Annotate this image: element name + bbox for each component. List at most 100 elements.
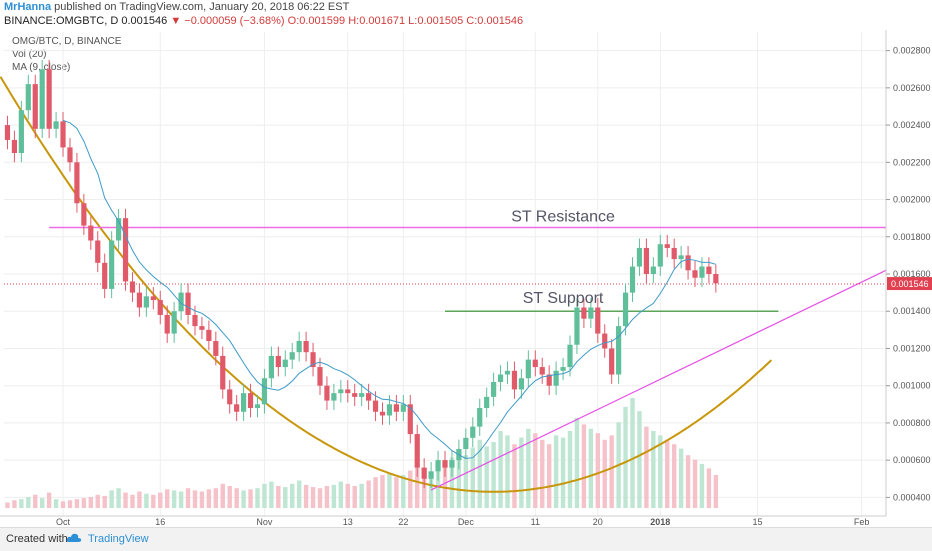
volume-bar	[81, 498, 87, 508]
volume-bar	[408, 470, 413, 508]
volume-bar	[491, 442, 496, 508]
y-tick-label: 0.000600	[893, 455, 931, 465]
volume-bar	[505, 435, 510, 508]
volume-bar	[581, 424, 587, 508]
candle-body	[206, 329, 212, 342]
volume-bar	[5, 502, 10, 508]
tradingview-brand-link[interactable]: TradingView	[88, 533, 149, 545]
candle-body	[115, 218, 122, 241]
resistance-label: ST Resistance	[511, 208, 615, 225]
volume-bar	[658, 435, 663, 508]
candle-body	[157, 300, 163, 315]
candle-body	[136, 292, 143, 308]
candle-body	[317, 367, 323, 386]
volume-bar	[33, 494, 38, 508]
volume-bar	[713, 475, 719, 508]
candle-body	[122, 218, 129, 282]
volume-bar	[588, 428, 594, 508]
candle-body	[171, 311, 177, 334]
candle-body	[67, 147, 73, 163]
volume-bar	[637, 411, 642, 508]
candle-body	[435, 460, 441, 472]
x-tick-label: Oct	[56, 517, 71, 527]
volume-bar	[102, 495, 107, 508]
candle-body	[650, 266, 656, 274]
publish-info: published on TradingView.com, January 20…	[54, 1, 350, 13]
y-tick-label: 0.001000	[893, 381, 931, 391]
candle-body	[657, 244, 663, 267]
volume-bar	[171, 490, 177, 508]
volume-bar	[165, 489, 170, 508]
volume-bar	[296, 480, 302, 508]
footer-bar: Created with TradingView	[0, 527, 932, 551]
candle-body	[525, 359, 531, 379]
volume-bar	[366, 480, 371, 508]
author-name[interactable]: MrHanna	[4, 1, 52, 13]
y-tick-label: 0.001200	[893, 343, 931, 353]
volume-bar	[26, 497, 31, 508]
volume-bar	[671, 444, 677, 508]
candle-body	[74, 162, 80, 204]
candle-body	[504, 370, 511, 375]
x-tick-label: 13	[343, 517, 353, 527]
y-tick-label: 0.000800	[893, 418, 931, 428]
y-tick-label: 0.001800	[893, 232, 931, 242]
legend-ma[interactable]: MA (9, close)	[12, 62, 71, 73]
volume-bar	[95, 494, 100, 508]
volume-bar	[428, 472, 434, 508]
candle-body	[407, 404, 413, 435]
candle-body	[602, 333, 608, 349]
volume-bar	[415, 464, 420, 508]
volume-bar	[67, 500, 73, 508]
candle-body	[470, 426, 476, 438]
candle-body	[303, 341, 309, 353]
volume-bar	[206, 489, 212, 508]
volume-bar	[74, 499, 80, 508]
candle-body	[46, 69, 52, 129]
candle-body	[129, 281, 136, 293]
publish-header: MrHanna published on TradingView.com, Ja…	[4, 1, 349, 13]
open-value: O:0.001599	[287, 15, 346, 27]
volume-bar	[324, 486, 330, 508]
candle-body	[81, 203, 87, 226]
volume-bar	[352, 486, 357, 508]
candle-body	[275, 355, 281, 368]
volume-bar	[449, 457, 455, 508]
y-tick-label: 0.002000	[893, 195, 931, 205]
volume-bar	[463, 455, 469, 508]
volume-bar	[12, 500, 17, 508]
cloud-icon	[66, 533, 82, 542]
candle-body	[393, 404, 399, 412]
support-label: ST Support	[523, 290, 604, 307]
high-value: H:0.001671	[348, 15, 406, 27]
candle-body	[352, 393, 358, 397]
candle-body	[310, 352, 316, 368]
volume-bar	[234, 488, 239, 508]
candle-body	[282, 359, 288, 368]
x-tick-label: Feb	[854, 517, 870, 527]
candle-body	[477, 408, 483, 427]
volume-bar	[484, 446, 489, 508]
volume-bar	[644, 426, 649, 508]
low-value: L:0.001505	[408, 15, 464, 27]
volume-bar	[512, 444, 517, 508]
support-trendline	[430, 269, 887, 491]
candle-body	[234, 404, 240, 412]
y-tick-label: 0.001600	[893, 269, 931, 279]
candle-body	[220, 355, 226, 390]
volume-bar	[310, 487, 316, 508]
candle-body	[11, 139, 18, 153]
candle-body	[414, 434, 420, 468]
volume-bar	[116, 488, 121, 508]
volume-bar	[137, 491, 142, 508]
candle-body	[713, 274, 719, 284]
price-chart[interactable]: ST Resistance ST Support 0.000400 0.000600 0…	[0, 30, 932, 527]
legend-volume[interactable]: Vol (20)	[12, 49, 47, 60]
candle-body	[643, 247, 650, 274]
candle-body	[588, 307, 594, 319]
x-tick-label: 2018	[650, 517, 670, 527]
candle-body	[581, 307, 587, 319]
y-tick-label: 0.002600	[893, 83, 931, 93]
volume-bar	[88, 497, 94, 508]
volume-bar	[609, 435, 614, 508]
